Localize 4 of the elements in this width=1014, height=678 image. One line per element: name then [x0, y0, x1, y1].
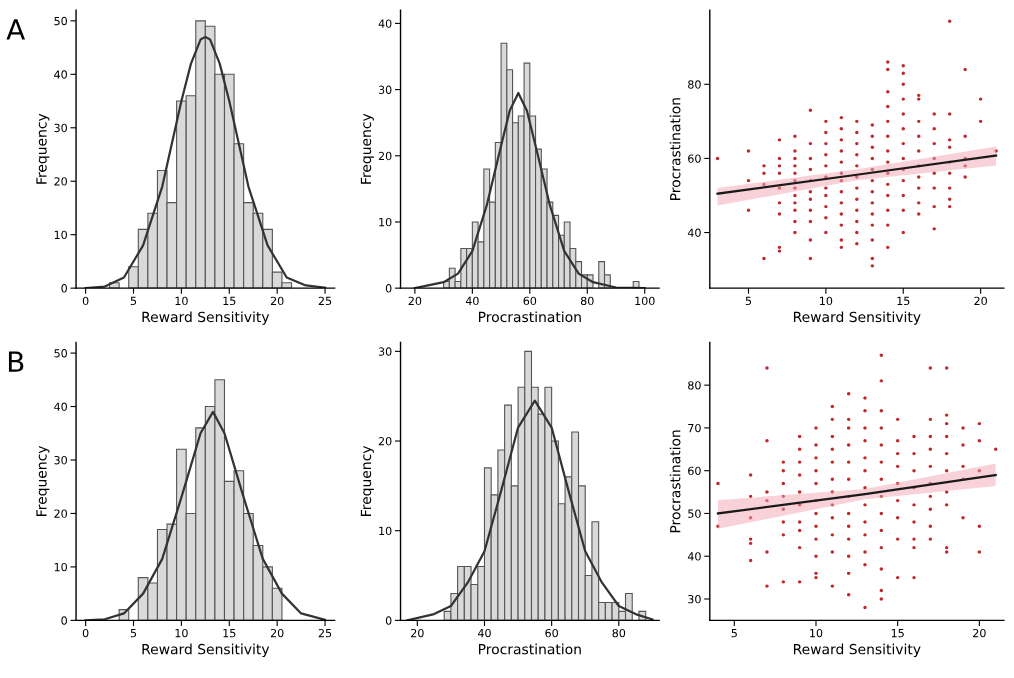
text: A — [6, 19, 26, 40]
line-series — [84, 410, 327, 621]
text: B — [8, 351, 24, 372]
line-series — [406, 399, 654, 621]
